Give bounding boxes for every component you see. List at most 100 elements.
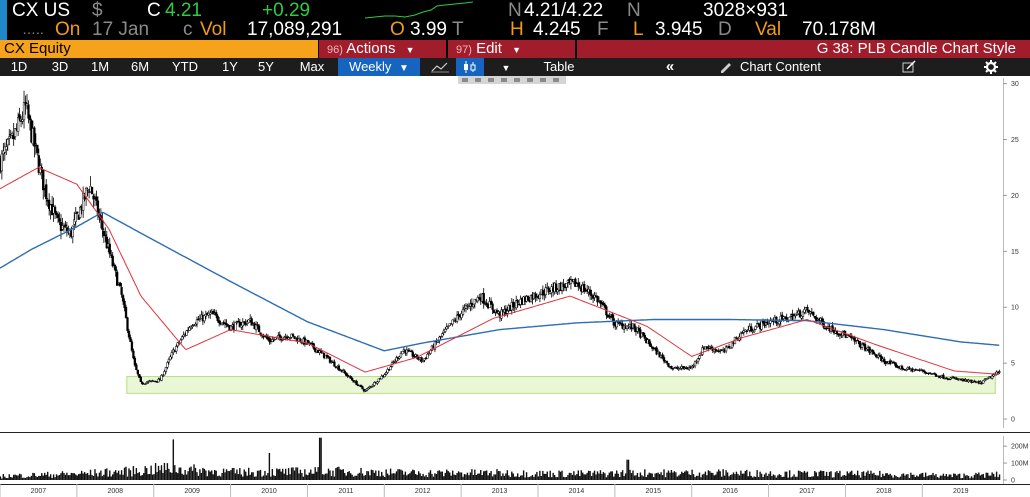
candle <box>95 190 98 206</box>
volume-bar <box>806 471 809 480</box>
candle <box>923 369 926 374</box>
actions-menu-button[interactable]: 96) Actions ▼ <box>319 40 446 58</box>
volume-bar <box>344 472 346 480</box>
line-chart-type-button[interactable] <box>428 58 452 76</box>
chart-content-button[interactable]: Chart Content <box>716 58 866 76</box>
volume-bar <box>218 475 220 480</box>
volume-bar <box>454 475 457 480</box>
period-6m[interactable]: 6M <box>130 59 150 74</box>
volume-bar <box>295 467 297 480</box>
period-ytd[interactable]: YTD <box>172 59 198 74</box>
volume-bar <box>746 469 748 480</box>
volume-bar <box>720 476 723 480</box>
candle <box>741 330 744 334</box>
period-max[interactable]: Max <box>299 59 325 74</box>
candle <box>322 352 326 360</box>
volume-bar <box>407 474 410 480</box>
volume-bar <box>181 473 183 480</box>
period-1y[interactable]: 1Y <box>222 59 238 74</box>
volume-bar <box>33 473 36 480</box>
candle <box>945 376 948 380</box>
chart-type-dropdown[interactable]: ▼ <box>496 58 516 76</box>
period-1d[interactable]: 1D <box>10 59 28 74</box>
volume-bar <box>876 475 878 480</box>
drawing-toolbar[interactable] <box>458 76 566 84</box>
volume-bar <box>14 474 16 480</box>
price-chart[interactable]: 0 5 10 15 20 25 30 200M 100M 0 2007 2008 2009 2010 2… <box>0 76 1030 497</box>
volume-bar <box>744 470 747 480</box>
volume-bar <box>994 476 996 480</box>
collapse-button[interactable]: « <box>665 58 675 75</box>
volume-bar <box>324 473 327 480</box>
settings-button[interactable] <box>980 58 1002 76</box>
drawing-tool-icon[interactable] <box>501 78 507 82</box>
open-suffix: T <box>452 19 464 40</box>
volume-bar <box>148 473 151 480</box>
drawing-tool-icon[interactable] <box>553 78 559 82</box>
volume-bar <box>358 472 361 480</box>
candle <box>343 369 346 375</box>
volume-bar <box>901 474 903 480</box>
volume-bar <box>921 472 924 480</box>
candle-chart-type-button[interactable] <box>456 58 484 76</box>
chart-area[interactable]: 0 5 10 15 20 25 30 200M 100M 0 2007 2008 2009 2010 2… <box>0 76 1030 497</box>
volume-bar <box>657 472 659 480</box>
volume-bar <box>735 471 738 480</box>
volume-bar <box>125 466 127 480</box>
volume-bar <box>595 474 597 480</box>
edit-chart-button[interactable] <box>898 58 920 76</box>
volume-bar <box>522 470 525 480</box>
drawing-tool-icon[interactable] <box>475 78 481 82</box>
volume-bar <box>279 468 281 480</box>
candle <box>538 291 542 303</box>
candle <box>257 323 261 333</box>
volume-bar <box>413 470 415 480</box>
candle <box>939 375 942 379</box>
edit-menu-button[interactable]: 97) Edit ▼ <box>448 40 575 58</box>
low-label: L <box>633 19 644 40</box>
period-1m[interactable]: 1M <box>90 59 110 74</box>
volume-bar <box>775 477 778 480</box>
volume-bar <box>672 472 674 480</box>
candle <box>998 369 1001 375</box>
candle <box>665 360 669 365</box>
table-button[interactable]: Table <box>543 59 575 74</box>
drawing-tool-icon[interactable] <box>488 78 494 82</box>
drawing-tool-icon[interactable] <box>514 78 520 82</box>
volume-bar <box>626 459 628 480</box>
security-field[interactable]: CX Equity <box>0 40 318 58</box>
volume-bar <box>468 475 470 480</box>
period-5y[interactable]: 5Y <box>258 59 274 74</box>
volume-bar <box>858 475 860 480</box>
period-3d[interactable]: 3D <box>51 59 69 74</box>
volume-bar <box>434 473 436 480</box>
drawing-tool-icon[interactable] <box>527 78 533 82</box>
candle <box>506 306 509 318</box>
volume-bar <box>354 475 356 480</box>
candle <box>460 310 463 321</box>
candle <box>169 354 172 361</box>
volume-bar <box>36 476 39 480</box>
volume-bar <box>778 474 781 480</box>
volume-bar <box>678 475 680 480</box>
candle <box>306 339 309 345</box>
ticker-dots: ….. <box>22 21 44 37</box>
volume-bar <box>349 473 352 480</box>
volume-bar <box>361 473 364 480</box>
frequency-dropdown[interactable]: Weekly ▼ <box>338 58 420 76</box>
volume-bar <box>172 439 175 480</box>
candle <box>565 282 568 292</box>
volume-bar <box>593 470 596 480</box>
candle <box>79 205 82 219</box>
volume-bar <box>110 476 112 480</box>
volume-bar <box>582 472 584 480</box>
volume-bar <box>623 476 625 480</box>
volume-bar <box>200 472 203 480</box>
drawing-tool-icon[interactable] <box>462 78 468 82</box>
drawing-tool-icon[interactable] <box>540 78 546 82</box>
volume-bar <box>533 476 535 480</box>
volume-bar <box>880 477 882 480</box>
candle <box>247 319 250 324</box>
candle <box>16 112 20 137</box>
candle <box>33 126 36 158</box>
